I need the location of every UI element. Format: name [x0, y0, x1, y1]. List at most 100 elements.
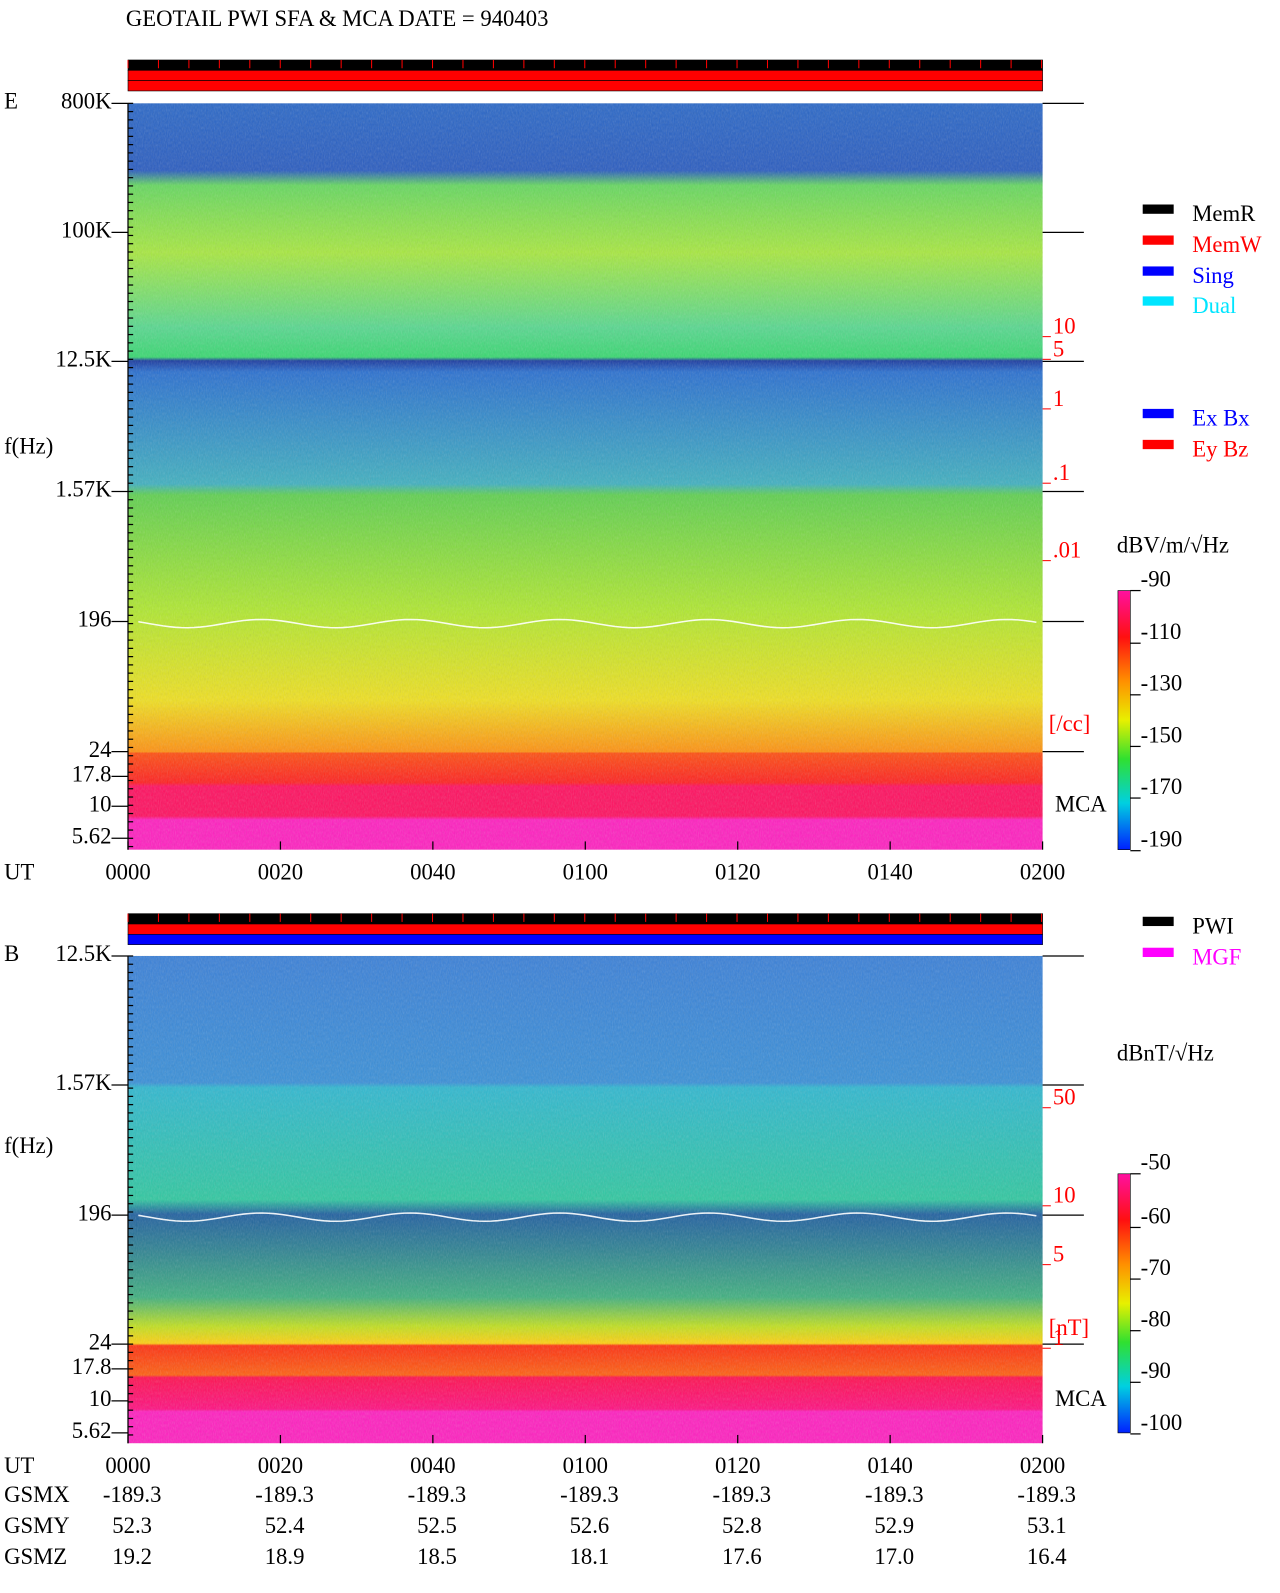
legend-label: MemR: [1192, 201, 1256, 226]
title: GEOTAIL PWI SFA & MCA DATE = 940403: [126, 6, 549, 31]
scale-tick-label: 10: [1053, 1183, 1076, 1208]
status-bar: [127, 933, 1043, 945]
y-tick-label: 12.5K: [55, 347, 112, 372]
status-bar: [127, 80, 1043, 92]
scale-tick-label: .01: [1053, 538, 1081, 563]
y-tick-label: 24: [89, 737, 112, 762]
y-tick-label: 5.62: [72, 1418, 112, 1443]
orbit-label: GSMZ: [4, 1544, 67, 1569]
colorbar-tick-label: -190: [1141, 827, 1183, 852]
plasma-line: [138, 618, 1037, 629]
mca-label: MCA: [1055, 1386, 1107, 1411]
scale-tick-label: .1: [1053, 460, 1070, 485]
orbit-value: 17.0: [874, 1544, 914, 1569]
scale-tick-label: 10: [1053, 314, 1076, 339]
scale-unit: [/cc]: [1049, 711, 1091, 736]
colorbar-unit: dBnT/√Hz: [1117, 1040, 1214, 1065]
spectrogram-noise: [128, 955, 1043, 1444]
status-bar: [127, 923, 1043, 935]
legend-swatch: [1142, 408, 1174, 419]
x-tick-label: 0020: [258, 860, 303, 885]
orbit-value: 52.8: [722, 1513, 762, 1538]
x-tick-label: 0020: [258, 1453, 303, 1478]
orbit-value: 17.6: [722, 1544, 762, 1569]
colorbar-tick-label: -50: [1141, 1150, 1171, 1175]
orbit-value: 52.5: [417, 1513, 457, 1538]
x-tick-label: 0120: [715, 860, 760, 885]
x-tick-label: 0140: [867, 1453, 912, 1478]
orbit-value: -189.3: [103, 1482, 162, 1507]
x-tick-label: 0000: [105, 1453, 150, 1478]
legend-swatch: [1142, 235, 1174, 245]
y-tick-label: 12.5K: [55, 941, 112, 966]
orbit-value: 18.1: [570, 1544, 610, 1569]
orbit-value: -189.3: [560, 1482, 619, 1507]
plasma-line: [138, 1212, 1037, 1223]
time-label: UT: [4, 860, 34, 885]
colorbar-tick-label: -90: [1141, 1358, 1171, 1383]
legend-swatch: [1142, 204, 1174, 214]
y-tick-label: 17.8: [72, 1354, 112, 1379]
y-tick-label: 5.62: [72, 824, 112, 849]
colorbar-tick-label: -90: [1141, 566, 1171, 591]
legend-label: PWI: [1192, 913, 1234, 938]
x-tick-label: 0100: [563, 1453, 608, 1478]
y-tick-label: 10: [89, 792, 112, 817]
colorbar-tick-label: -110: [1141, 619, 1182, 644]
y-axis-label: f(Hz): [4, 433, 53, 458]
legend-label: Ex Bx: [1192, 405, 1250, 430]
orbit-value: 52.6: [570, 1513, 610, 1538]
orbit-value: -189.3: [1017, 1482, 1076, 1507]
panel-label: B: [4, 941, 19, 966]
colorbar-tick-label: -100: [1141, 1410, 1183, 1435]
legend-label: Sing: [1192, 263, 1234, 288]
orbit-value: -189.3: [408, 1482, 467, 1507]
orbit-value: 52.3: [112, 1513, 152, 1538]
legend-swatch: [1142, 266, 1174, 276]
status-bar: [127, 69, 1043, 81]
colorbar-tick-label: -150: [1141, 722, 1183, 747]
scale-tick-label: 1: [1053, 386, 1064, 411]
orbit-value: -189.3: [713, 1482, 772, 1507]
colorbar: [1117, 590, 1131, 850]
scale-unit: [nT]: [1049, 1315, 1089, 1340]
orbit-label: GSMX: [4, 1482, 70, 1507]
scale-tick-label: 1: [1053, 1325, 1064, 1350]
y-tick-label: 100K: [61, 218, 112, 243]
legend-swatch: [1142, 916, 1174, 927]
scale-tick-label: 5: [1053, 336, 1064, 361]
orbit-value: 19.2: [112, 1544, 152, 1569]
x-tick-label: 0120: [715, 1453, 760, 1478]
x-tick-label: 0200: [1020, 1453, 1065, 1478]
y-tick-label: 1.57K: [55, 1070, 112, 1095]
y-axis-label: f(Hz): [4, 1133, 53, 1158]
y-tick-label: 1.57K: [55, 477, 112, 502]
legend-label: MemW: [1192, 232, 1262, 257]
orbit-value: 52.9: [874, 1513, 914, 1538]
colorbar-tick-label: -80: [1141, 1307, 1171, 1332]
scale-tick-label: 50: [1053, 1085, 1076, 1110]
colorbar-tick-label: -170: [1141, 774, 1183, 799]
legend-swatch: [1142, 947, 1174, 958]
legend-swatch: [1142, 439, 1174, 450]
orbit-value: -189.3: [865, 1482, 924, 1507]
x-tick-label: 0100: [563, 860, 608, 885]
orbit-value: 18.5: [417, 1544, 457, 1569]
x-tick-label: 0200: [1020, 860, 1065, 885]
x-tick-label: 0000: [105, 860, 150, 885]
colorbar-tick-label: -130: [1141, 671, 1183, 696]
panel-label: E: [4, 89, 18, 114]
y-tick-label: 800K: [61, 89, 112, 114]
legend-label: Dual: [1192, 293, 1236, 318]
legend-label: MGF: [1192, 944, 1241, 969]
legend-swatch: [1142, 296, 1174, 306]
x-tick-label: 0040: [410, 860, 455, 885]
colorbar-tick-label: -70: [1141, 1255, 1171, 1280]
spectrogram-noise: [128, 103, 1043, 850]
colorbar-tick-label: -60: [1141, 1203, 1171, 1228]
y-tick-label: 17.8: [72, 762, 112, 787]
time-label: UT: [4, 1453, 34, 1478]
orbit-value: -189.3: [255, 1482, 314, 1507]
